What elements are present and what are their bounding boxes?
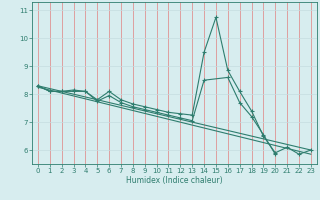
X-axis label: Humidex (Indice chaleur): Humidex (Indice chaleur) — [126, 176, 223, 185]
